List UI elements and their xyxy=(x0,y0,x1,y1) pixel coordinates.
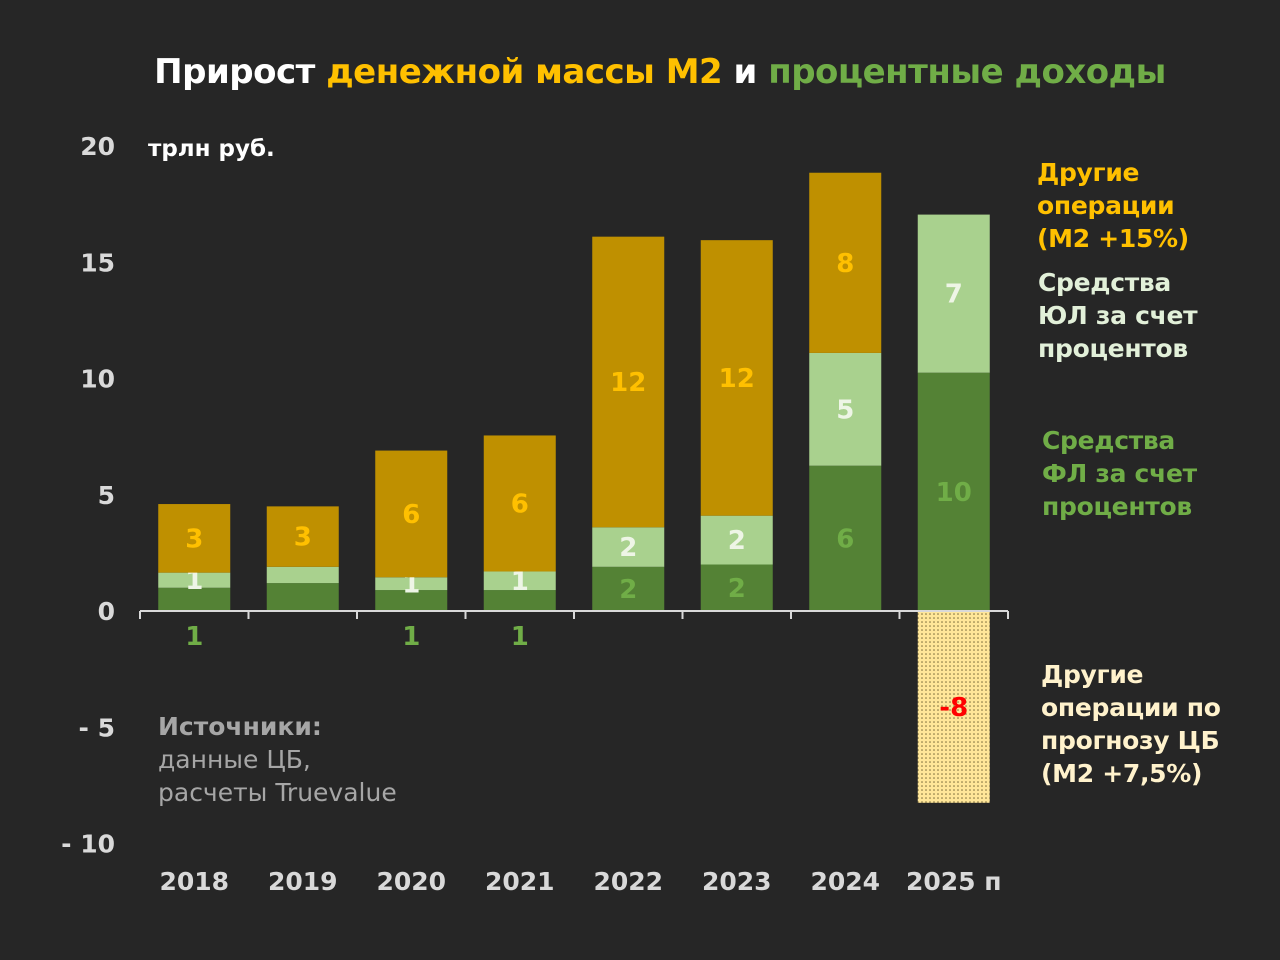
legend-line: (М2 +7,5%) xyxy=(1041,759,1203,788)
bar-segment xyxy=(375,450,448,578)
legend-line: ЮЛ за счет xyxy=(1038,301,1198,330)
data-label: 2 xyxy=(728,574,746,604)
y-tick-label: - 10 xyxy=(61,830,115,859)
data-label: 1 xyxy=(402,622,420,652)
sources-heading: Источники: xyxy=(158,712,322,741)
bar-segment xyxy=(700,240,773,516)
bar-segment xyxy=(483,571,556,591)
bar-segment xyxy=(700,564,773,611)
y-tick-label: - 5 xyxy=(79,713,115,742)
bar-segment xyxy=(809,172,882,353)
bar-segment xyxy=(917,372,990,611)
data-label: 6 xyxy=(402,500,420,530)
legend-line: (М2 +15%) xyxy=(1037,224,1189,253)
bar-segment xyxy=(592,527,665,567)
legend-entry: Другие операции по прогнозу ЦБ (М2 +7,5%) xyxy=(1041,658,1221,790)
data-label: 2 xyxy=(619,575,637,605)
legend-line: операции xyxy=(1037,191,1175,220)
data-label: 1 xyxy=(511,567,529,597)
x-tick-label: 2018 xyxy=(159,867,229,896)
bar-segment xyxy=(266,566,339,584)
data-label: 1 xyxy=(185,622,203,652)
legend-line: Средства xyxy=(1038,268,1171,297)
data-label: 12 xyxy=(610,368,646,398)
sources-line: данные ЦБ, xyxy=(158,745,311,774)
title-m2: денежной массы М2 xyxy=(326,52,723,92)
legend-line: Другие xyxy=(1037,158,1140,187)
data-label: 2 xyxy=(619,533,637,563)
bar-segment xyxy=(158,572,231,588)
title-part: и xyxy=(722,52,769,92)
data-label: 6 xyxy=(511,489,529,519)
bar-segment xyxy=(266,506,339,567)
bar-segment xyxy=(809,465,882,611)
y-tick-label: 5 xyxy=(98,481,115,510)
y-tick-label: 0 xyxy=(98,597,115,626)
x-tick-label: 2023 xyxy=(702,867,772,896)
x-tick-label: 2021 xyxy=(485,867,555,896)
bar-segment xyxy=(592,236,665,528)
data-label: 6 xyxy=(836,524,854,554)
legend-line: операции по xyxy=(1041,693,1221,722)
y-axis-unit: трлн руб. xyxy=(148,136,275,162)
title-interest: процентные доходы xyxy=(768,52,1166,92)
data-label: 3 xyxy=(185,524,203,554)
bar-segment xyxy=(483,435,556,572)
data-label: 1 xyxy=(511,622,529,652)
x-tick-label: 2019 xyxy=(268,867,338,896)
sources-note: Источники: данные ЦБ, расчеты Truevalue xyxy=(158,710,397,809)
legend-line: Средства xyxy=(1042,426,1175,455)
y-tick-label: 10 xyxy=(80,365,115,394)
y-tick-label: 20 xyxy=(80,132,115,161)
chart-title: Прирост денежной массы М2 и процентные д… xyxy=(0,52,1280,92)
legend-line: процентов xyxy=(1038,334,1188,363)
x-tick-label: 2020 xyxy=(376,867,446,896)
x-tick-label: 2025 п xyxy=(906,867,1002,896)
data-label: 2 xyxy=(728,526,746,556)
y-tick-label: 15 xyxy=(80,248,115,277)
legend-line: Другие xyxy=(1041,660,1144,689)
data-label: -8 xyxy=(939,693,968,723)
bar-segment xyxy=(700,515,773,565)
bar-segment xyxy=(917,611,990,803)
data-label: 1 xyxy=(185,566,203,596)
data-label: 8 xyxy=(836,249,854,279)
legend-line: процентов xyxy=(1042,492,1192,521)
data-label: 3 xyxy=(294,523,312,553)
x-tick-label: 2024 xyxy=(810,867,880,896)
legend-entry: Средства ФЛ за счет процентов xyxy=(1042,424,1197,523)
bar-segment xyxy=(266,583,339,611)
bar-segment xyxy=(917,214,990,373)
data-label: 12 xyxy=(719,364,755,394)
legend-line: прогнозу ЦБ xyxy=(1041,726,1220,755)
bar-segment xyxy=(483,590,556,611)
x-tick-label: 2022 xyxy=(593,867,663,896)
legend-entry: Средства ЮЛ за счет процентов xyxy=(1038,266,1198,365)
bar-segment xyxy=(158,587,231,611)
bar-segment xyxy=(375,577,448,591)
data-label: 5 xyxy=(836,395,854,425)
title-part: Прирост xyxy=(154,52,327,92)
legend-line: ФЛ за счет xyxy=(1042,459,1197,488)
bar-segment xyxy=(158,504,231,573)
data-label: 10 xyxy=(936,478,972,508)
bar-segment xyxy=(592,566,665,611)
legend-entry: Другие операции (М2 +15%) xyxy=(1037,156,1189,255)
sources-line: расчеты Truevalue xyxy=(158,778,397,807)
bar-segment xyxy=(809,352,882,466)
data-label: 7 xyxy=(945,280,963,310)
bar-segment xyxy=(375,590,448,611)
